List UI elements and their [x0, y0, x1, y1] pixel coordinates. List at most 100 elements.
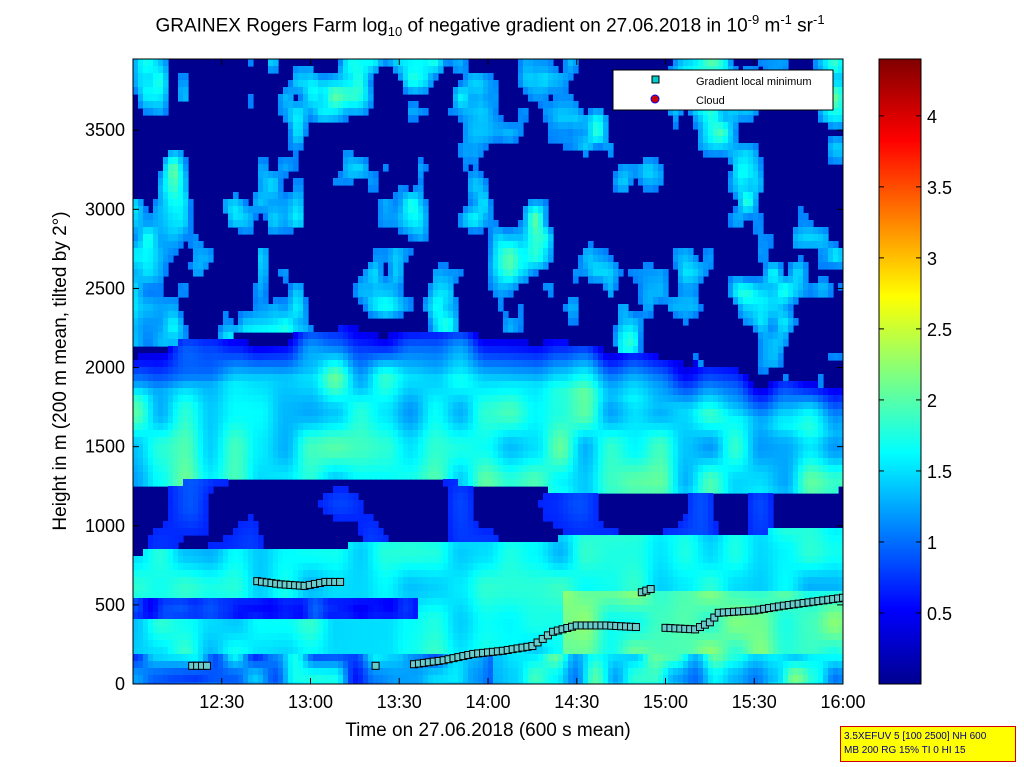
heatmap-cell [353, 87, 359, 95]
heatmap-cell [403, 395, 409, 403]
heatmap-cell [408, 430, 414, 438]
heatmap-cell [298, 360, 304, 368]
heatmap-cell [293, 444, 299, 452]
heatmap-cell [498, 661, 504, 669]
heatmap-cell [488, 73, 494, 81]
heatmap-cell [418, 598, 424, 606]
heatmap-cell [433, 598, 439, 606]
heatmap-cell [343, 59, 349, 67]
heatmap-cell [168, 612, 174, 620]
heatmap-cell [183, 577, 189, 585]
heatmap-cell [203, 451, 209, 459]
heatmap-cell [338, 605, 344, 613]
heatmap-cell [283, 465, 289, 473]
heatmap-cell [458, 577, 464, 585]
heatmap-cell [253, 283, 259, 291]
heatmap-cell [288, 101, 294, 109]
heatmap-cell [373, 563, 379, 571]
heatmap-cell [358, 164, 364, 172]
heatmap-cell [278, 612, 284, 620]
heatmap-cell [468, 108, 474, 116]
heatmap-cell [313, 115, 319, 123]
heatmap-cell [363, 388, 369, 396]
heatmap-cell [238, 451, 244, 459]
heatmap-cell [233, 458, 239, 466]
heatmap-cell [468, 458, 474, 466]
heatmap-cell [288, 591, 294, 599]
heatmap-cell [408, 640, 414, 648]
heatmap-cell [133, 647, 139, 655]
heatmap-cell [233, 675, 239, 683]
heatmap-cell [418, 682, 424, 684]
heatmap-cell [493, 367, 499, 375]
heatmap-cell [243, 360, 249, 368]
heatmap-cell [378, 528, 384, 536]
heatmap-cell [418, 388, 424, 396]
heatmap-cell [183, 283, 189, 291]
heatmap-cell [343, 626, 349, 634]
heatmap-cell [133, 423, 139, 431]
heatmap-cell [548, 661, 554, 669]
heatmap-cell [533, 668, 539, 676]
heatmap-cell [208, 591, 214, 599]
heatmap-cell [148, 94, 154, 102]
heatmap-cell [513, 423, 519, 431]
heatmap-cell [528, 262, 534, 270]
heatmap-cell [393, 269, 399, 277]
heatmap-cell [283, 409, 289, 417]
heatmap-cell [543, 94, 549, 102]
heatmap-cell [303, 647, 309, 655]
heatmap-cell [483, 87, 489, 95]
heatmap-cell [168, 514, 174, 522]
heatmap-cell [428, 360, 434, 368]
heatmap-cell [293, 73, 299, 81]
heatmap-cell [258, 458, 264, 466]
heatmap-cell [423, 367, 429, 375]
heatmap-cell [193, 633, 199, 641]
heatmap-cell [458, 486, 464, 494]
heatmap-cell [188, 682, 194, 684]
heatmap-cell [303, 346, 309, 354]
heatmap-cell [338, 171, 344, 179]
heatmap-cell [483, 381, 489, 389]
heatmap-cell [538, 647, 544, 655]
heatmap-cell [513, 675, 519, 683]
heatmap-cell [383, 591, 389, 599]
heatmap-cell [448, 521, 454, 529]
heatmap-cell [453, 556, 459, 564]
heatmap-cell [313, 101, 319, 109]
heatmap-cell [188, 500, 194, 508]
heatmap-cell [143, 472, 149, 480]
heatmap-cell [353, 437, 359, 445]
heatmap-cell [393, 66, 399, 74]
heatmap-cell [373, 402, 379, 410]
heatmap-cell [153, 633, 159, 641]
heatmap-cell [193, 346, 199, 354]
heatmap-cell [343, 115, 349, 123]
heatmap-cell [158, 255, 164, 263]
heatmap-cell [398, 451, 404, 459]
heatmap-cell [158, 374, 164, 382]
heatmap-cell [263, 318, 269, 326]
heatmap-cell [303, 402, 309, 410]
heatmap-cell [173, 654, 179, 662]
heatmap-cell [243, 465, 249, 473]
heatmap-cell [158, 87, 164, 95]
heatmap-cell [303, 437, 309, 445]
heatmap-cell [173, 535, 179, 543]
heatmap-cell [353, 409, 359, 417]
heatmap-cell [183, 521, 189, 529]
heatmap-cell [493, 570, 499, 578]
heatmap-cell [388, 444, 394, 452]
heatmap-cell [388, 416, 394, 424]
heatmap-cell [538, 101, 544, 109]
heatmap-cell [288, 374, 294, 382]
heatmap-cell [173, 206, 179, 214]
heatmap-cell [493, 598, 499, 606]
heatmap-cell [148, 73, 154, 81]
heatmap-cell [413, 367, 419, 375]
heatmap-cell [163, 528, 169, 536]
heatmap-cell [548, 409, 554, 417]
heatmap-cell [308, 444, 314, 452]
heatmap-cell [183, 339, 189, 347]
